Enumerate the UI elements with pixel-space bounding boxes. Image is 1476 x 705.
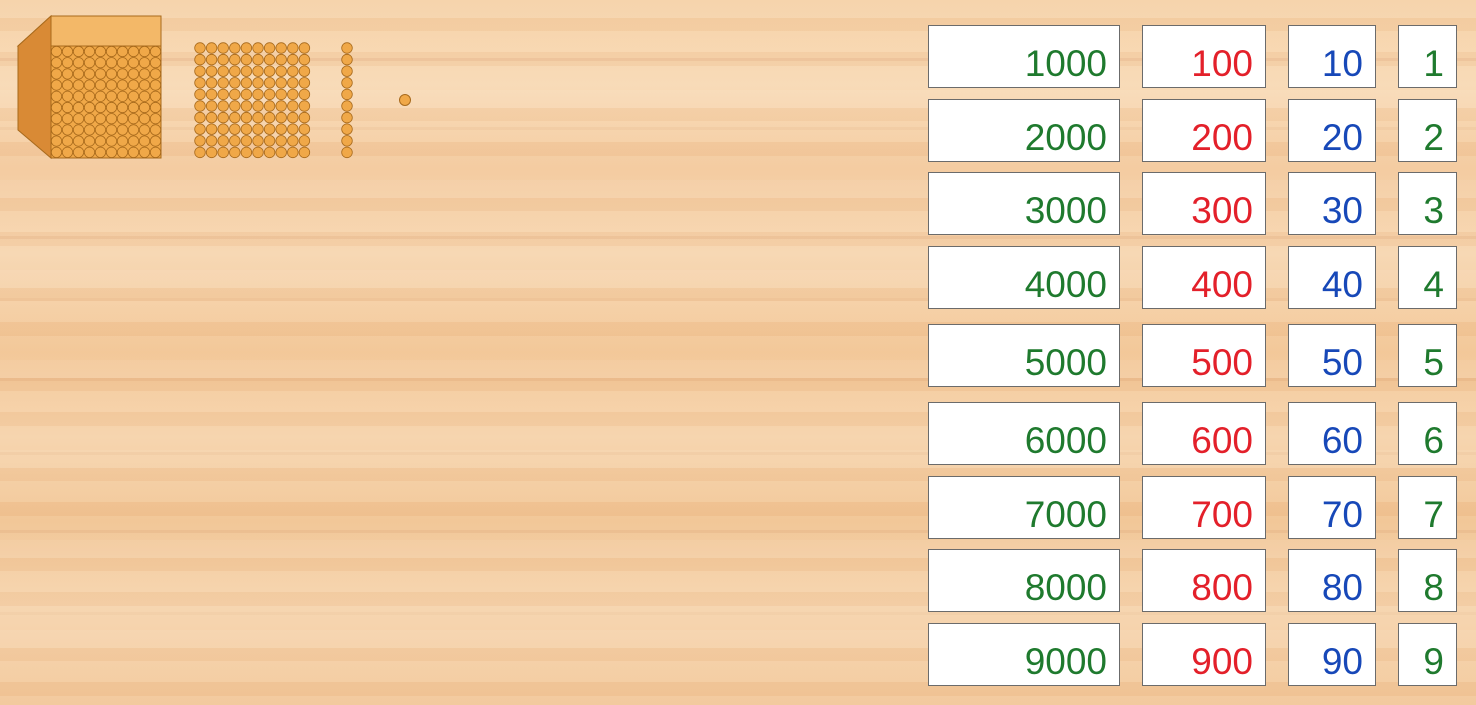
card-units[interactable]: 3: [1398, 172, 1457, 235]
card-units[interactable]: 6: [1398, 402, 1457, 465]
card-units[interactable]: 2: [1398, 99, 1457, 162]
card-thousands[interactable]: 3000: [928, 172, 1120, 235]
golden-bead-material: [0, 0, 440, 175]
card-thousands[interactable]: 6000: [928, 402, 1120, 465]
card-units[interactable]: 7: [1398, 476, 1457, 539]
card-tens[interactable]: 50: [1288, 324, 1376, 387]
card-units[interactable]: 9: [1398, 623, 1457, 686]
card-thousands[interactable]: 2000: [928, 99, 1120, 162]
unit-bead-icon[interactable]: [397, 92, 413, 108]
card-thousands[interactable]: 4000: [928, 246, 1120, 309]
card-hundreds[interactable]: 400: [1142, 246, 1266, 309]
ten-bar-icon[interactable]: [339, 42, 355, 160]
card-units[interactable]: 5: [1398, 324, 1457, 387]
card-units[interactable]: 1: [1398, 25, 1457, 88]
card-thousands[interactable]: 1000: [928, 25, 1120, 88]
card-hundreds[interactable]: 600: [1142, 402, 1266, 465]
card-tens[interactable]: 30: [1288, 172, 1376, 235]
hundred-square-icon[interactable]: [194, 42, 312, 160]
card-hundreds[interactable]: 200: [1142, 99, 1266, 162]
card-tens[interactable]: 80: [1288, 549, 1376, 612]
card-tens[interactable]: 10: [1288, 25, 1376, 88]
card-hundreds[interactable]: 100: [1142, 25, 1266, 88]
card-hundreds[interactable]: 900: [1142, 623, 1266, 686]
card-hundreds[interactable]: 700: [1142, 476, 1266, 539]
card-tens[interactable]: 90: [1288, 623, 1376, 686]
card-tens[interactable]: 70: [1288, 476, 1376, 539]
card-tens[interactable]: 60: [1288, 402, 1376, 465]
card-thousands[interactable]: 7000: [928, 476, 1120, 539]
card-thousands[interactable]: 8000: [928, 549, 1120, 612]
card-tens[interactable]: 20: [1288, 99, 1376, 162]
card-units[interactable]: 4: [1398, 246, 1457, 309]
card-thousands[interactable]: 5000: [928, 324, 1120, 387]
card-hundreds[interactable]: 300: [1142, 172, 1266, 235]
card-units[interactable]: 8: [1398, 549, 1457, 612]
card-thousands[interactable]: 9000: [928, 623, 1120, 686]
card-hundreds[interactable]: 800: [1142, 549, 1266, 612]
card-tens[interactable]: 40: [1288, 246, 1376, 309]
thousand-cube-icon[interactable]: [15, 14, 167, 162]
card-hundreds[interactable]: 500: [1142, 324, 1266, 387]
